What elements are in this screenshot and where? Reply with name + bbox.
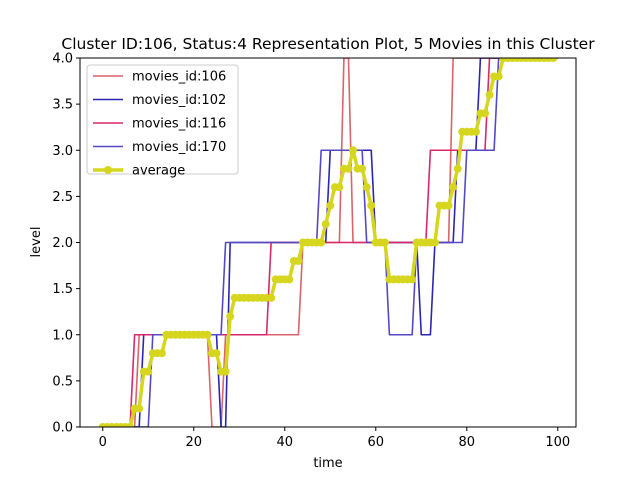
x-tick-label: 100 <box>545 435 570 450</box>
x-tick-label: 60 <box>368 435 385 450</box>
data-point-average <box>157 349 166 358</box>
data-point-average <box>480 109 489 118</box>
x-axis: 0 20 40 60 80 100 <box>99 427 570 450</box>
data-point-average <box>203 330 212 339</box>
x-axis-label: time <box>313 456 342 471</box>
y-axis-label: level <box>29 227 44 258</box>
legend: movies_id:106 movies_id:102 movies_id:116m… <box>86 64 239 179</box>
data-point-average <box>449 183 458 192</box>
y-tick-label: 1.5 <box>52 282 73 297</box>
series-line-movies-id-116 <box>102 58 558 427</box>
data-point-average <box>294 256 303 265</box>
chart-title: Cluster ID:106, Status:4 Representation … <box>61 35 595 53</box>
data-point-average <box>367 201 376 210</box>
y-tick-label: 3.5 <box>52 98 73 113</box>
data-point-average <box>135 404 144 413</box>
data-point-average <box>453 164 462 173</box>
data-point-average <box>344 164 353 173</box>
x-tick-label: 0 <box>99 435 107 450</box>
data-point-average <box>321 220 330 229</box>
y-tick-label: 0.5 <box>52 374 73 389</box>
data-point-average <box>267 293 276 302</box>
data-point-average <box>221 367 230 376</box>
legend-marker <box>104 166 112 174</box>
data-point-average <box>317 238 326 247</box>
y-tick-label: 3.0 <box>52 144 73 159</box>
data-point-average <box>380 238 389 247</box>
data-point-average <box>362 183 371 192</box>
y-tick-label: 2.0 <box>52 236 73 251</box>
y-axis: 0.0 0.5 1.0 1.5 2.0 2.5 3.0 3.5 4.0 <box>52 52 80 436</box>
legend-label: movies_id:170 <box>132 140 226 155</box>
y-tick-label: 2.5 <box>52 190 73 205</box>
data-point-average <box>126 423 135 427</box>
x-tick-label: 40 <box>276 435 293 450</box>
data-point-average <box>444 201 453 210</box>
data-point-average <box>285 275 294 284</box>
legend-label: movies_id:116 <box>132 117 226 132</box>
data-point-average <box>335 183 344 192</box>
legend-label: movies_id:106 <box>132 70 226 85</box>
data-point-average <box>408 275 417 284</box>
data-point-average <box>430 238 439 247</box>
data-point-average <box>358 164 367 173</box>
y-tick-label: 0.0 <box>52 421 73 436</box>
legend-box <box>86 64 239 175</box>
data-point-average <box>494 72 503 81</box>
data-point-average <box>212 349 221 358</box>
legend-label: average <box>132 164 185 179</box>
data-point-average <box>326 201 335 210</box>
x-tick-label: 20 <box>185 435 202 450</box>
data-point-average <box>226 312 235 321</box>
x-tick-label: 80 <box>459 435 476 450</box>
y-tick-label: 4.0 <box>52 52 73 67</box>
data-point-average <box>144 367 153 376</box>
y-tick-label: 1.0 <box>52 328 73 343</box>
series-layer <box>98 58 558 427</box>
legend-label: movies_id:102 <box>132 93 226 108</box>
data-point-average <box>349 146 358 155</box>
data-point-average <box>485 90 494 99</box>
data-point-average <box>549 58 558 62</box>
data-point-average <box>471 127 480 136</box>
